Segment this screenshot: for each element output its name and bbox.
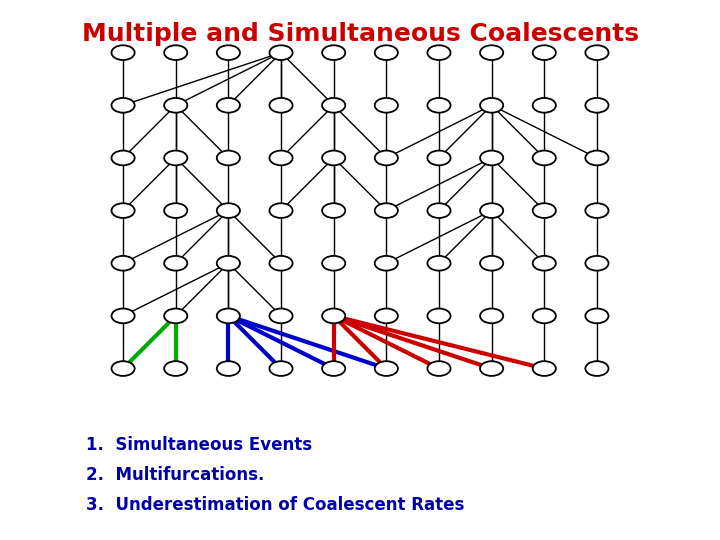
Ellipse shape — [533, 361, 556, 376]
Ellipse shape — [585, 203, 608, 218]
Ellipse shape — [217, 151, 240, 165]
Ellipse shape — [533, 203, 556, 218]
Ellipse shape — [428, 151, 451, 165]
Ellipse shape — [112, 308, 135, 323]
Ellipse shape — [322, 361, 346, 376]
Ellipse shape — [164, 203, 187, 218]
Text: 2.  Multifurcations.: 2. Multifurcations. — [86, 466, 265, 484]
Ellipse shape — [112, 361, 135, 376]
Ellipse shape — [322, 256, 346, 271]
Ellipse shape — [533, 45, 556, 60]
Ellipse shape — [428, 98, 451, 113]
Ellipse shape — [428, 45, 451, 60]
Text: 3.  Underestimation of Coalescent Rates: 3. Underestimation of Coalescent Rates — [86, 496, 465, 514]
Ellipse shape — [217, 98, 240, 113]
Ellipse shape — [374, 308, 398, 323]
Ellipse shape — [164, 151, 187, 165]
Ellipse shape — [533, 256, 556, 271]
Text: Multiple and Simultaneous Coalescents: Multiple and Simultaneous Coalescents — [81, 22, 639, 45]
Ellipse shape — [585, 308, 608, 323]
Ellipse shape — [428, 361, 451, 376]
Ellipse shape — [112, 98, 135, 113]
Ellipse shape — [533, 151, 556, 165]
Ellipse shape — [112, 256, 135, 271]
Ellipse shape — [269, 98, 292, 113]
Ellipse shape — [322, 45, 346, 60]
Ellipse shape — [164, 98, 187, 113]
Ellipse shape — [374, 361, 398, 376]
Ellipse shape — [480, 98, 503, 113]
Ellipse shape — [585, 151, 608, 165]
Ellipse shape — [374, 98, 398, 113]
Ellipse shape — [217, 45, 240, 60]
Ellipse shape — [217, 361, 240, 376]
Text: 1.  Simultaneous Events: 1. Simultaneous Events — [86, 436, 312, 455]
Ellipse shape — [112, 45, 135, 60]
Ellipse shape — [480, 45, 503, 60]
Ellipse shape — [217, 308, 240, 323]
Ellipse shape — [217, 256, 240, 271]
Ellipse shape — [269, 361, 292, 376]
Ellipse shape — [217, 203, 240, 218]
Ellipse shape — [585, 98, 608, 113]
Ellipse shape — [112, 203, 135, 218]
Ellipse shape — [585, 45, 608, 60]
Ellipse shape — [480, 361, 503, 376]
Ellipse shape — [533, 98, 556, 113]
Ellipse shape — [322, 308, 346, 323]
Ellipse shape — [585, 256, 608, 271]
Ellipse shape — [428, 308, 451, 323]
Ellipse shape — [269, 203, 292, 218]
Ellipse shape — [269, 308, 292, 323]
Ellipse shape — [112, 151, 135, 165]
Ellipse shape — [322, 151, 346, 165]
Ellipse shape — [322, 98, 346, 113]
Ellipse shape — [374, 45, 398, 60]
Ellipse shape — [269, 151, 292, 165]
Ellipse shape — [480, 151, 503, 165]
Ellipse shape — [533, 308, 556, 323]
Ellipse shape — [428, 203, 451, 218]
Ellipse shape — [428, 256, 451, 271]
Ellipse shape — [480, 256, 503, 271]
Ellipse shape — [374, 151, 398, 165]
Ellipse shape — [164, 361, 187, 376]
Ellipse shape — [164, 308, 187, 323]
Ellipse shape — [164, 45, 187, 60]
Ellipse shape — [322, 203, 346, 218]
Ellipse shape — [480, 203, 503, 218]
Ellipse shape — [164, 256, 187, 271]
Ellipse shape — [269, 256, 292, 271]
Ellipse shape — [374, 256, 398, 271]
Ellipse shape — [585, 361, 608, 376]
Ellipse shape — [480, 308, 503, 323]
Ellipse shape — [269, 45, 292, 60]
Ellipse shape — [374, 203, 398, 218]
